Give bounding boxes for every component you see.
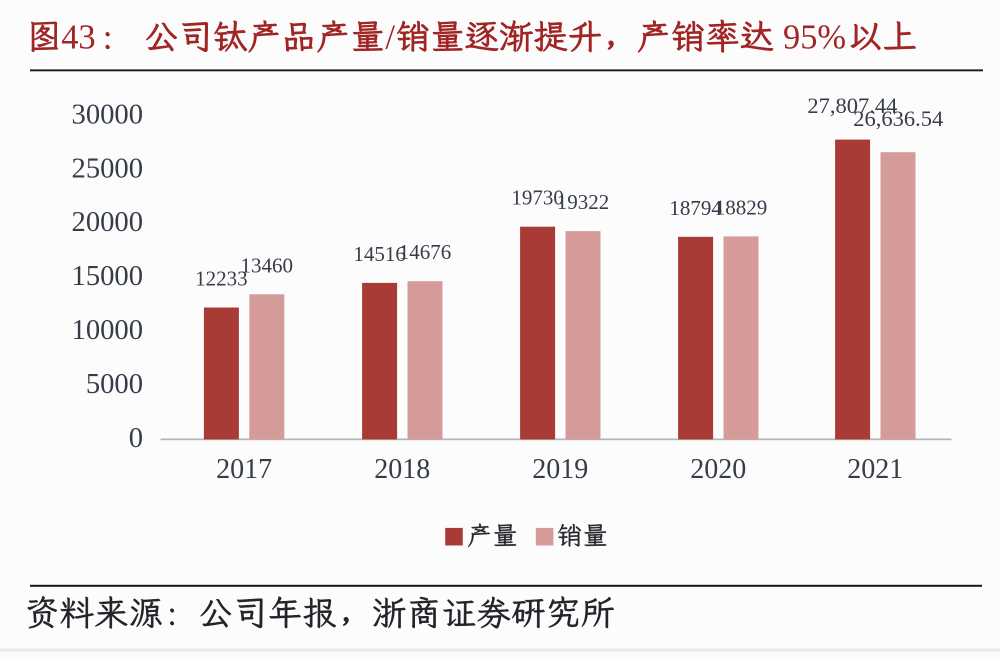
svg-text:2017: 2017 <box>216 454 272 485</box>
svg-text:95%: 95% <box>783 19 846 57</box>
svg-text:19322: 19322 <box>557 190 610 214</box>
svg-text:2018: 2018 <box>374 454 430 485</box>
svg-text:2021: 2021 <box>847 454 903 485</box>
svg-text:10000: 10000 <box>72 315 143 346</box>
svg-text:19730: 19730 <box>511 186 564 210</box>
svg-text:30000: 30000 <box>72 99 143 130</box>
svg-text:27,807.44: 27,807.44 <box>807 93 897 118</box>
svg-text:5000: 5000 <box>86 369 143 400</box>
svg-text:2020: 2020 <box>690 454 746 485</box>
svg-text:13460: 13460 <box>241 253 294 277</box>
svg-text:14516: 14516 <box>353 242 406 266</box>
svg-text:14676: 14676 <box>399 240 452 264</box>
svg-text:25000: 25000 <box>72 153 143 184</box>
svg-text:/: / <box>385 19 395 57</box>
svg-text:18794: 18794 <box>669 196 722 220</box>
svg-text:20000: 20000 <box>72 207 143 238</box>
svg-text:2019: 2019 <box>532 454 588 485</box>
svg-text:18829: 18829 <box>715 195 768 219</box>
svg-text:0: 0 <box>129 423 143 454</box>
svg-text:43: 43 <box>61 19 95 57</box>
svg-text:15000: 15000 <box>72 261 143 292</box>
svg-text:12233: 12233 <box>195 267 248 291</box>
svg-text:26,636.54: 26,636.54 <box>853 106 943 131</box>
